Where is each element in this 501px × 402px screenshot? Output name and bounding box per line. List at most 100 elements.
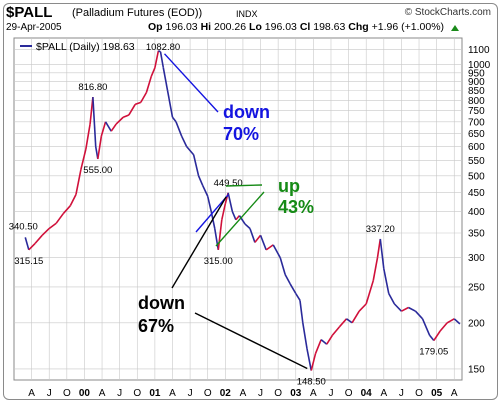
price-segment [221, 203, 227, 220]
x-tick-label: J [399, 388, 404, 399]
price-segment [302, 322, 308, 349]
y-tick-label: 250 [468, 282, 485, 293]
price-segment [408, 306, 416, 312]
price-segment [393, 303, 402, 312]
price-segment [28, 242, 36, 251]
x-tick-label: J [117, 388, 122, 399]
price-segment [145, 75, 153, 93]
change-value: +1.96 (+1.00%) [371, 21, 445, 33]
price-segment [197, 175, 204, 187]
price-segment [175, 121, 183, 137]
instrument-name: (Palladium Futures (EOD)) [72, 7, 203, 19]
price-segment [231, 211, 237, 221]
price-segment [446, 318, 455, 324]
y-tick-label: 450 [468, 188, 485, 199]
x-tick-label: A [380, 388, 387, 399]
x-tick-label: A [99, 388, 106, 399]
x-tick-label: 05 [431, 388, 443, 399]
point-label: 148.50 [297, 377, 326, 388]
brand-credit: © StockCharts.com [404, 7, 491, 18]
price-segment [310, 353, 317, 371]
price-segment [158, 50, 161, 53]
change-label: Chg [348, 21, 369, 33]
x-tick-label: J [328, 388, 333, 399]
price-segment [110, 123, 117, 132]
x-tick-label: J [258, 388, 263, 399]
point-label: 337.20 [366, 224, 395, 235]
y-tick-label: 800 [468, 96, 485, 107]
close-label: Cl [299, 21, 311, 33]
price-segment [41, 227, 50, 236]
x-tick-label: O [345, 388, 353, 399]
price-segment [55, 213, 64, 224]
price-segment [115, 116, 124, 125]
price-segment [128, 104, 136, 116]
price-segment [414, 310, 424, 320]
x-tick-label: 02 [220, 388, 232, 399]
price-segment [192, 154, 200, 176]
y-tick-label: 900 [468, 77, 485, 88]
plot-area-border [13, 37, 463, 381]
price-segment [320, 339, 328, 345]
price-segment [331, 326, 341, 336]
x-tick-label: A [169, 388, 176, 399]
up43-bar [225, 184, 263, 187]
point-label: 449.50 [214, 178, 243, 189]
price-segment [295, 293, 301, 301]
annotation-black: down [138, 293, 185, 313]
price-segment [75, 169, 82, 195]
x-tick-label: O [204, 388, 212, 399]
price-segment [92, 96, 97, 147]
price-segment [289, 283, 297, 294]
price-segment [238, 215, 246, 225]
price-segment [358, 303, 367, 312]
open-value: 196.03 [165, 21, 198, 33]
x-tick-label: J [47, 388, 52, 399]
price-segment [171, 116, 177, 123]
price-segment [272, 244, 281, 259]
y-tick-label: 350 [468, 228, 485, 239]
x-tick-label: O [274, 388, 282, 399]
x-tick-label: 03 [290, 388, 302, 399]
price-segment [180, 135, 188, 147]
point-label: 315.00 [204, 256, 233, 267]
price-segment [299, 300, 304, 323]
price-segment [433, 330, 441, 341]
price-segment [259, 235, 267, 251]
x-tick-label: A [28, 388, 35, 399]
price-segment [379, 238, 385, 269]
annotation-blue: down [223, 102, 270, 122]
price-segment [254, 234, 262, 243]
price-segment [428, 334, 435, 342]
price-segment [279, 257, 286, 275]
x-tick-label: O [415, 388, 423, 399]
high-label: Hi [200, 21, 212, 33]
y-tick-label: 400 [468, 207, 485, 218]
price-segment [154, 50, 160, 68]
x-tick-label: O [133, 388, 141, 399]
price-segment [213, 228, 220, 251]
x-tick-label: J [188, 388, 193, 399]
price-segment [383, 268, 390, 294]
x-tick-label: O [63, 388, 71, 399]
price-segment [235, 215, 241, 221]
quote-line: Op 196.03 Hi 200.26 Lo 196.03 Cl 198.63 … [148, 21, 444, 33]
price-segment [351, 310, 360, 324]
point-label: 315.15 [14, 256, 43, 267]
annotation-black: 67% [138, 316, 174, 336]
point-label: 179.05 [419, 347, 448, 358]
exchange-label: INDX [236, 9, 258, 19]
price-segment [162, 67, 169, 91]
price-segment [365, 280, 375, 305]
annotation-blue: 70% [223, 124, 259, 144]
y-tick-label: 200 [468, 318, 485, 329]
quote-date: 29-Apr-2005 [6, 22, 62, 33]
y-tick-label: 550 [468, 156, 485, 167]
price-segment [306, 348, 313, 371]
y-tick-label: 300 [468, 253, 485, 264]
price-segment [376, 238, 382, 258]
price-segment [421, 318, 431, 336]
y-tick-label: 500 [468, 171, 485, 182]
x-tick-label: 04 [361, 388, 373, 399]
